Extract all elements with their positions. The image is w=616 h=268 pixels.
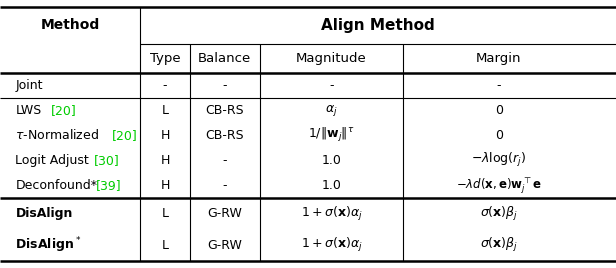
Text: $\tau$-Normalized: $\tau$-Normalized: [15, 128, 99, 142]
Text: [30]: [30]: [94, 154, 120, 167]
Text: H: H: [160, 179, 170, 192]
Text: L: L: [161, 207, 169, 220]
Text: Method: Method: [41, 18, 100, 32]
Text: H: H: [160, 129, 170, 142]
Text: DisAlign$^*$: DisAlign$^*$: [15, 236, 81, 255]
Text: $1+\sigma(\mathbf{x})\alpha_j$: $1+\sigma(\mathbf{x})\alpha_j$: [301, 236, 362, 254]
Text: DisAlign: DisAlign: [15, 207, 73, 220]
Text: L: L: [161, 239, 169, 252]
Text: $1+\sigma(\mathbf{x})\alpha_j$: $1+\sigma(\mathbf{x})\alpha_j$: [301, 204, 362, 222]
Text: -: -: [222, 179, 227, 192]
Text: [20]: [20]: [112, 129, 138, 142]
Text: Balance: Balance: [198, 52, 251, 65]
Text: Deconfound*: Deconfound*: [15, 179, 97, 192]
Text: -: -: [163, 79, 168, 92]
Text: 0: 0: [495, 104, 503, 117]
Text: $-\lambda\log(r_j)$: $-\lambda\log(r_j)$: [471, 151, 527, 169]
Text: Type: Type: [150, 52, 180, 65]
Text: 1.0: 1.0: [322, 179, 341, 192]
Text: G-RW: G-RW: [208, 239, 242, 252]
Text: -: -: [329, 79, 334, 92]
Text: [39]: [39]: [95, 179, 121, 192]
Text: $-\lambda d(\mathbf{x},\mathbf{e})\mathbf{w}_j^\top\mathbf{e}$: $-\lambda d(\mathbf{x},\mathbf{e})\mathb…: [456, 175, 542, 196]
Text: [20]: [20]: [51, 104, 76, 117]
Text: -: -: [496, 79, 501, 92]
Text: $\sigma(\mathbf{x})\beta_j$: $\sigma(\mathbf{x})\beta_j$: [480, 204, 518, 222]
Text: CB-RS: CB-RS: [206, 104, 244, 117]
Text: Align Method: Align Method: [322, 18, 435, 33]
Text: Logit Adjust: Logit Adjust: [15, 154, 89, 167]
Text: -: -: [222, 79, 227, 92]
Text: CB-RS: CB-RS: [206, 129, 244, 142]
Text: $1/\|\mathbf{w}_j\|^\tau$: $1/\|\mathbf{w}_j\|^\tau$: [308, 126, 355, 144]
Text: Joint: Joint: [15, 79, 43, 92]
Text: LWS: LWS: [15, 104, 42, 117]
Text: -: -: [222, 154, 227, 167]
Text: $\sigma(\mathbf{x})\beta_j$: $\sigma(\mathbf{x})\beta_j$: [480, 236, 518, 254]
Text: $\alpha_j$: $\alpha_j$: [325, 103, 338, 118]
Text: 1.0: 1.0: [322, 154, 341, 167]
Text: L: L: [161, 104, 169, 117]
Text: 0: 0: [495, 129, 503, 142]
Text: Magnitude: Magnitude: [296, 52, 367, 65]
Text: G-RW: G-RW: [208, 207, 242, 220]
Text: Margin: Margin: [476, 52, 522, 65]
Text: H: H: [160, 154, 170, 167]
